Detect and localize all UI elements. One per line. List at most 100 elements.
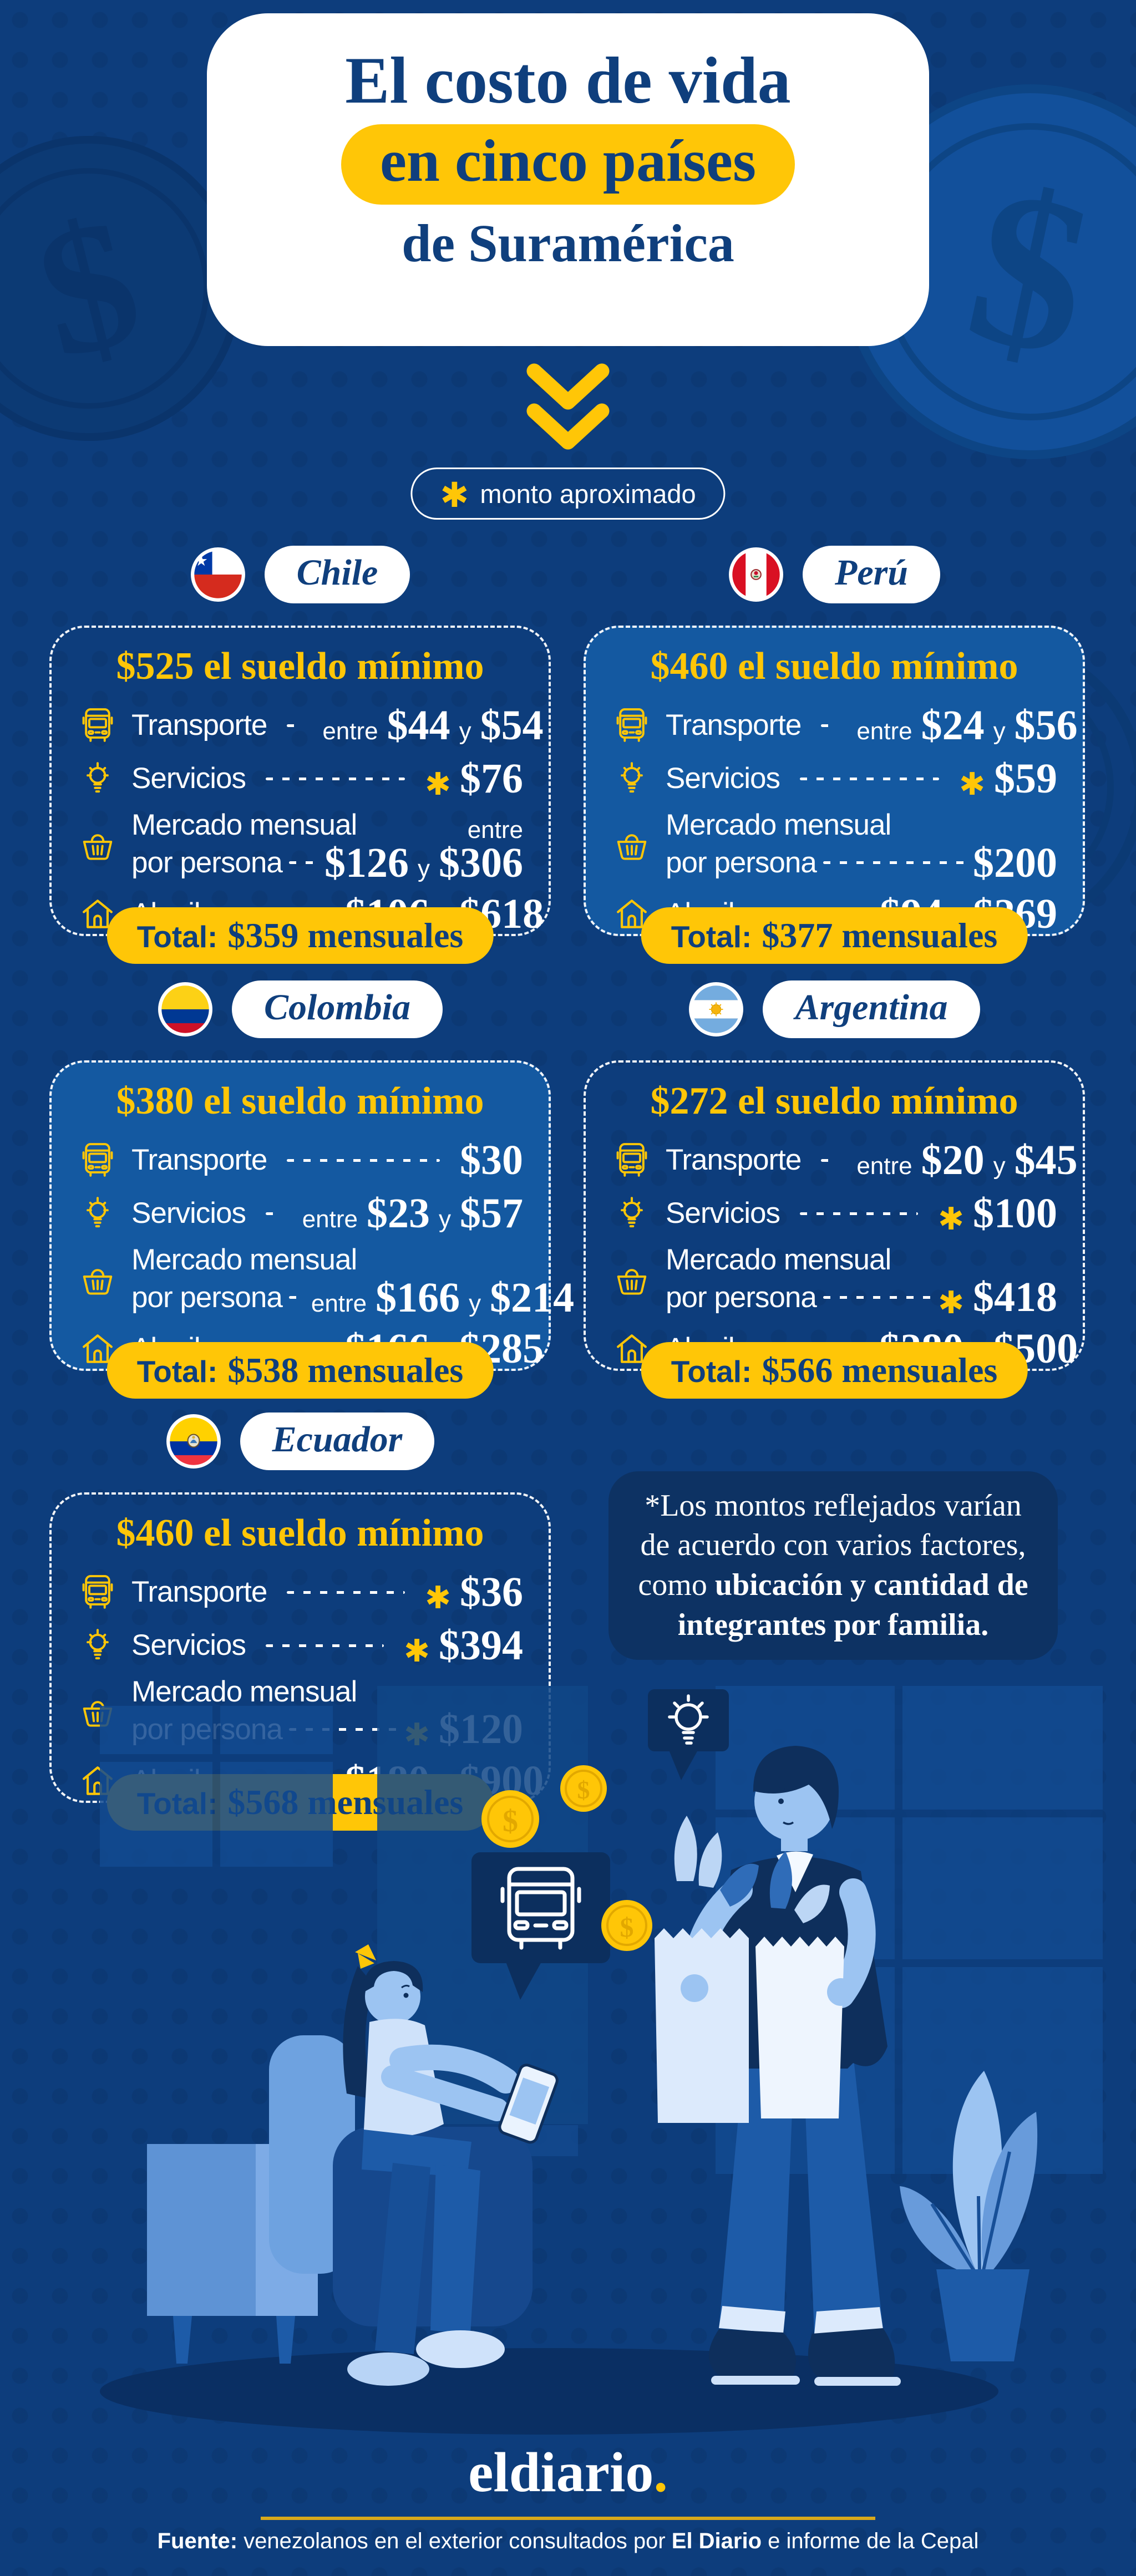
row-line2: por persona $200 xyxy=(666,842,1057,884)
row-label: Servicios xyxy=(131,1629,246,1662)
asterisk-icon: ✱ xyxy=(425,1579,451,1615)
row-line1: Mercado mensual xyxy=(131,1675,523,1708)
total-amount: $377 mensuales xyxy=(762,916,998,955)
amount: $306 xyxy=(439,839,523,886)
row-line1: Mercado mensual xyxy=(666,809,1057,841)
coin-dollar-symbol: $ xyxy=(577,1776,590,1804)
asterisk-icon: ✱ xyxy=(425,766,451,801)
dotted-leader xyxy=(800,1212,919,1215)
row-label: Mercado mensual xyxy=(131,1243,357,1277)
amount: $418 xyxy=(973,1274,1057,1321)
basket-icon xyxy=(611,826,652,867)
woman-with-phone-illustration xyxy=(269,1944,559,2386)
amount: $200 xyxy=(973,839,1057,886)
range-separator: y xyxy=(469,1289,481,1317)
amount: $76 xyxy=(460,755,523,802)
row-value: ✱ $100 xyxy=(938,1190,1057,1237)
bulb-icon xyxy=(77,758,118,799)
bulb-icon xyxy=(611,1193,652,1234)
expense-row-basket: Mercado mensual entre por persona $126 y $306 xyxy=(77,807,523,885)
country-card-argentina: Argentina $272 el sueldo mínimo Transporte… xyxy=(584,980,1085,1399)
expense-row-basket: Mercado mensual por persona ✱ $418 xyxy=(611,1242,1057,1320)
row-value: ✱ $418 xyxy=(938,1274,1057,1321)
expense-row-bulb: Servicios ✱ $394 xyxy=(77,1621,523,1670)
range-separator: y xyxy=(418,855,430,882)
amount: $56 xyxy=(1014,702,1078,749)
amount: $23 xyxy=(367,1190,430,1237)
house-icon xyxy=(77,893,118,934)
minimum-salary: $460 el sueldo mínimo xyxy=(116,1512,484,1554)
note-box: *Los montos reflejados varían de acuerdo… xyxy=(608,1471,1058,1660)
peru-flag-icon xyxy=(728,547,784,602)
minimum-salary: $460 el sueldo mínimo xyxy=(650,645,1018,688)
row-value: entre $20 y $45 xyxy=(856,1139,1077,1181)
source-brand: El Diario xyxy=(671,2529,762,2553)
amount: $100 xyxy=(973,1190,1057,1237)
country-name: Perú xyxy=(803,546,940,603)
range-separator: y xyxy=(459,718,471,745)
country-header: Argentina xyxy=(586,978,1083,1040)
dotted-leader xyxy=(821,1159,837,1162)
country-card-chile: Chile $525 el sueldo mínimo Transporte entr… xyxy=(49,546,551,964)
row-text: Mercado mensual por persona $200 xyxy=(666,809,1057,883)
expense-row-bus: Transporte entre $20 y $45 xyxy=(611,1136,1078,1185)
row-label: Servicios xyxy=(131,762,246,795)
row-value: ✱ $59 xyxy=(959,758,1057,801)
amount: $44 xyxy=(387,702,450,749)
house-icon xyxy=(77,1328,118,1369)
row-label: Servicios xyxy=(666,1197,780,1230)
amount: $57 xyxy=(460,1190,523,1237)
house-icon xyxy=(611,893,652,934)
asterisk-icon: ✱ xyxy=(959,766,985,801)
expense-row-bus: Transporte $30 xyxy=(77,1136,523,1185)
minimum-salary: $525 el sueldo mínimo xyxy=(116,645,484,688)
amount: $36 xyxy=(460,1568,523,1615)
basket-icon xyxy=(77,826,118,867)
country-name: Argentina xyxy=(763,980,980,1038)
lightbulb-icon xyxy=(668,1694,709,1745)
source-mid: venezolanos en el exterior consultados p… xyxy=(237,2529,672,2553)
total-label: Total: xyxy=(671,919,752,954)
country-card-peru: Perú $460 el sueldo mínimo Transporte entre… xyxy=(584,546,1085,964)
range-word: entre xyxy=(311,1289,367,1317)
asterisk-icon: ✱ xyxy=(938,1285,964,1320)
amount: $20 xyxy=(921,1137,985,1183)
row-value: ✱ $394 xyxy=(404,1622,523,1669)
row-value: entre $166 y $214 xyxy=(311,1277,574,1319)
row-line1: Mercado mensual entre xyxy=(131,809,523,843)
total-amount: $566 mensuales xyxy=(762,1350,998,1390)
range-separator: y xyxy=(993,1152,1006,1180)
dotted-leader xyxy=(288,1296,305,1299)
title-card: El costo de vida en cinco países de Sura… xyxy=(207,13,929,346)
amount: $394 xyxy=(439,1622,523,1669)
row-text: Mercado mensual entre por persona $126 y $306 xyxy=(131,809,523,883)
coin-dollar-symbol: $ xyxy=(620,1912,634,1943)
basket-icon xyxy=(611,1261,652,1302)
row-label: Transporte xyxy=(131,1144,267,1177)
bulb-icon xyxy=(77,1625,118,1666)
expense-row-basket: Mercado mensual por persona entre $166 y $214 xyxy=(77,1242,574,1320)
range-word: entre xyxy=(302,1206,358,1233)
row-line2: por persona $126 y $306 xyxy=(131,842,523,884)
coin-dollar-symbol: $ xyxy=(503,1804,518,1838)
total-pill: Total: $359 mensuales xyxy=(106,907,494,964)
amount: $214 xyxy=(490,1274,575,1321)
amount: $54 xyxy=(480,702,544,749)
range-separator: y xyxy=(993,718,1006,745)
man-with-groceries-illustration xyxy=(655,1746,901,2386)
expense-row-bus: Transporte entre $24 y $56 xyxy=(611,701,1078,750)
row-value: entre $24 y $56 xyxy=(856,704,1077,746)
row-label: Transporte xyxy=(666,709,802,742)
row-line2: por persona ✱ $418 xyxy=(666,1274,1057,1321)
dotted-leader xyxy=(800,777,940,780)
total-pill: Total: $538 mensuales xyxy=(106,1342,494,1399)
title-line-3: de Suramérica xyxy=(402,213,734,273)
expense-row-basket: Mercado mensual por persona $200 xyxy=(611,807,1057,885)
dotted-leader xyxy=(287,1159,440,1162)
expense-row-bulb: Servicios ✱ $100 xyxy=(611,1189,1057,1238)
range-separator: y xyxy=(439,1206,451,1233)
row-value: ✱ $76 xyxy=(425,755,523,802)
double-chevron-down-icon xyxy=(526,363,610,450)
chile-flag-icon xyxy=(190,547,246,602)
bus-icon xyxy=(611,1140,652,1181)
